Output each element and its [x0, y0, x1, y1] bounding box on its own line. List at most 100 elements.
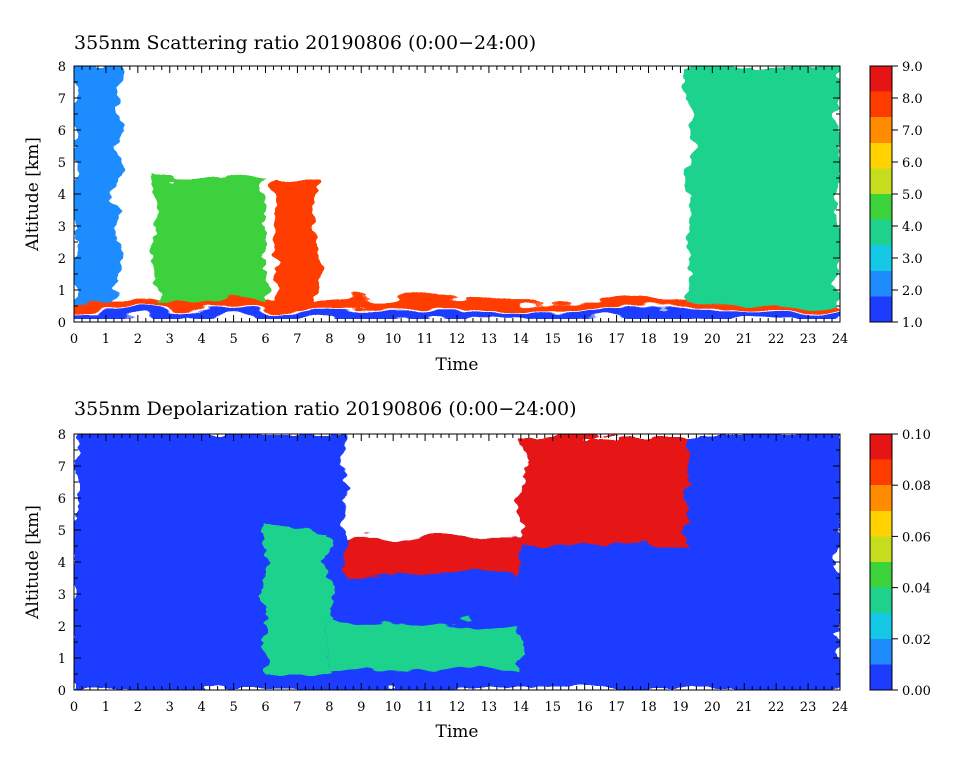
colorbar-tick-label: 1.0	[902, 316, 923, 331]
x-tick-label: 6	[261, 332, 269, 347]
x-tick-label: 17	[608, 332, 625, 347]
colorbar-tick-label: 0.04	[902, 582, 931, 597]
y-axis: 0 1 2 3 4 5 6 7 8	[58, 60, 840, 331]
x-tick-label: 3	[166, 700, 174, 715]
x-tick-label: 2	[134, 700, 142, 715]
scattering-ratio-panel: 355nm Scattering ratio 20190806 (0:00−24…	[23, 32, 923, 375]
heatmap-region	[118, 66, 687, 178]
depolarization-ratio-panel: 355nm Depolarization ratio 20190806 (0:0…	[23, 398, 931, 742]
y-tick-label: 1	[58, 652, 66, 667]
colorbar	[869, 433, 893, 691]
x-tick-label: 8	[325, 332, 333, 347]
colorbar-tick-label: 0.00	[902, 684, 931, 699]
heatmap-region	[345, 536, 521, 575]
x-tick-label: 1	[102, 332, 110, 347]
x-tick-label: 19	[672, 700, 689, 715]
y-tick-label: 0	[58, 684, 66, 699]
colorbar	[869, 65, 893, 323]
y-tick-label: 2	[58, 252, 66, 267]
x-tick-label: 21	[736, 332, 753, 347]
x-tick-label: 22	[768, 700, 785, 715]
x-tick-label: 19	[672, 332, 689, 347]
heatmap-region	[520, 434, 687, 546]
y-tick-label: 2	[58, 620, 66, 635]
heatmap-region	[74, 299, 840, 310]
colorbar-tick-label: 6.0	[902, 156, 923, 171]
x-tick-label: 5	[229, 700, 237, 715]
x-tick-label: 12	[449, 700, 466, 715]
x-tick-label: 24	[832, 700, 849, 715]
x-tick-label: 9	[357, 332, 365, 347]
x-tick-label: 17	[608, 700, 625, 715]
heatmap-region	[275, 174, 317, 306]
x-tick-label: 23	[800, 700, 817, 715]
x-tick-label: 5	[229, 332, 237, 347]
y-tick-label: 3	[58, 588, 66, 603]
chart-title: 355nm Scattering ratio 20190806 (0:00−24…	[74, 32, 536, 54]
colorbar-tick-label: 0.08	[902, 479, 931, 494]
x-tick-label: 13	[481, 700, 498, 715]
y-axis-label: Altitude [km]	[23, 137, 43, 252]
x-tick-label: 8	[325, 700, 333, 715]
colorbar-tick-label: 2.0	[902, 284, 923, 299]
x-tick-label: 7	[293, 332, 301, 347]
y-tick-label: 4	[58, 188, 66, 203]
x-tick-label: 6	[261, 700, 269, 715]
y-tick-label: 3	[58, 220, 66, 235]
colorbar-tick-label: 8.0	[902, 92, 923, 107]
colorbar-tick-label: 3.0	[902, 252, 923, 267]
y-tick-label: 7	[58, 460, 66, 475]
y-tick-label: 5	[58, 524, 66, 539]
x-tick-label: 20	[704, 332, 721, 347]
x-tick-label: 14	[513, 700, 530, 715]
x-tick-label: 16	[576, 700, 593, 715]
heatmap-region	[345, 434, 521, 537]
x-tick-label: 4	[198, 700, 206, 715]
x-tick-label: 0	[70, 700, 78, 715]
colorbar-tick-label: 9.0	[902, 60, 923, 75]
y-axis-label: Altitude [km]	[23, 505, 43, 620]
x-tick-label: 18	[640, 332, 657, 347]
x-tick-label: 11	[417, 700, 434, 715]
heatmap-field	[74, 66, 840, 319]
x-tick-label: 7	[293, 700, 301, 715]
chart-title: 355nm Depolarization ratio 20190806 (0:0…	[74, 398, 576, 420]
heatmap-region	[74, 66, 119, 303]
x-tick-label: 23	[800, 332, 817, 347]
heatmap-region	[74, 310, 840, 319]
x-tick-label: 21	[736, 700, 753, 715]
x-tick-label: 9	[357, 700, 365, 715]
x-tick-label: 3	[166, 332, 174, 347]
x-tick-label: 4	[198, 332, 206, 347]
colorbar-ticks: 0.00 0.02 0.04 0.06 0.08 0.10	[892, 428, 931, 699]
x-tick-label: 13	[481, 332, 498, 347]
y-tick-label: 0	[58, 316, 66, 331]
x-tick-label: 15	[544, 332, 561, 347]
x-tick-label: 18	[640, 700, 657, 715]
heatmap-region	[686, 66, 840, 303]
y-tick-label: 4	[58, 556, 66, 571]
x-tick-label: 10	[385, 332, 402, 347]
x-axis: 0 1 2 3 4 5 6 7 8 9 10 11 12 13 14 15 16 17 18 19 20 21 22 23 24	[70, 434, 848, 715]
x-tick-label: 10	[385, 700, 402, 715]
colorbar-tick-label: 4.0	[902, 220, 923, 235]
y-tick-label: 7	[58, 92, 66, 107]
colorbar-tick-label: 0.02	[902, 633, 931, 648]
x-tick-label: 1	[102, 700, 110, 715]
x-tick-label: 16	[576, 332, 593, 347]
x-tick-label: 0	[70, 332, 78, 347]
heatmap-region	[153, 178, 266, 303]
x-tick-label: 11	[417, 332, 434, 347]
y-tick-label: 5	[58, 156, 66, 171]
colorbar-tick-label: 0.06	[902, 530, 931, 545]
y-tick-label: 8	[58, 428, 66, 443]
colorbar-tick-label: 5.0	[902, 188, 923, 203]
y-tick-label: 1	[58, 284, 66, 299]
x-tick-label: 14	[513, 332, 530, 347]
y-tick-label: 6	[58, 492, 66, 507]
y-axis: 0 1 2 3 4 5 6 7 8	[58, 428, 840, 699]
heatmap-field	[74, 434, 840, 690]
x-tick-label: 22	[768, 332, 785, 347]
x-tick-label: 24	[832, 332, 849, 347]
